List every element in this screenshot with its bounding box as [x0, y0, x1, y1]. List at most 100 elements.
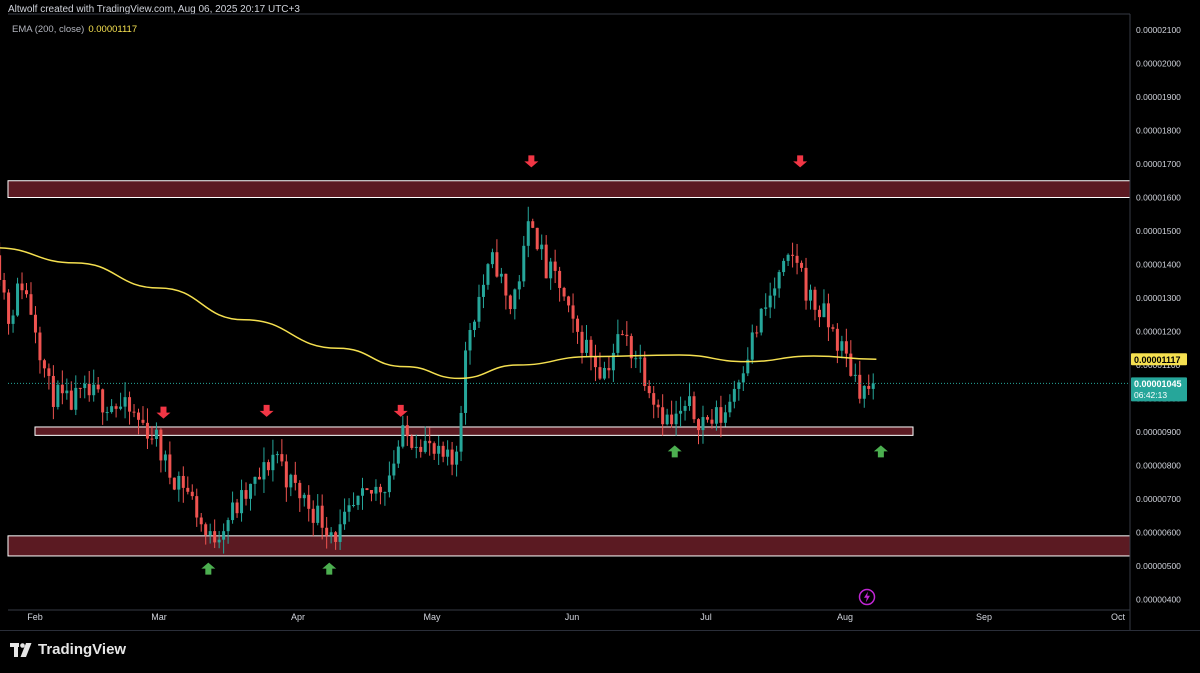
price-axis-label: 0.00000800: [1136, 461, 1181, 471]
candle-body: [325, 527, 329, 536]
date-axis-label: Jul: [700, 612, 712, 622]
candle-body: [172, 477, 176, 490]
candle-body: [410, 436, 414, 448]
candle-body: [298, 482, 302, 499]
candle-body: [208, 531, 212, 536]
candle-body: [844, 341, 848, 354]
candle-body: [96, 384, 100, 390]
date-axis-label: Oct: [1111, 612, 1126, 622]
date-axis-label: Jun: [565, 612, 580, 622]
candle-body: [535, 227, 539, 250]
candle-body: [522, 245, 526, 282]
candle-body: [826, 303, 830, 328]
candle-body: [593, 356, 597, 368]
date-axis-label: Sep: [976, 612, 992, 622]
candle-body: [647, 386, 651, 394]
ema-200-line[interactable]: [0, 247, 877, 380]
candle-body: [56, 384, 60, 407]
candle-body: [562, 287, 566, 297]
candle-body: [634, 358, 638, 360]
candle-body: [719, 407, 723, 423]
candle-body: [311, 508, 315, 523]
candle-body: [87, 383, 91, 396]
candle-body: [392, 463, 396, 476]
candle-body: [867, 385, 871, 389]
date-axis-label: Apr: [291, 612, 305, 622]
candle-body: [567, 296, 571, 306]
candle-body: [51, 375, 55, 407]
candle-body: [329, 532, 333, 536]
candle-body: [490, 252, 494, 265]
candle-body: [576, 318, 580, 332]
arrow-up-icon: [667, 445, 682, 458]
candle-body: [132, 411, 136, 413]
candle-body: [249, 483, 253, 499]
tradingview-logo[interactable]: TradingView: [10, 641, 126, 658]
candle-body: [320, 505, 324, 528]
candle-body: [679, 410, 683, 414]
candle-body: [513, 289, 517, 310]
candle-body: [437, 445, 441, 454]
candle-body: [181, 475, 185, 488]
candle-body: [190, 491, 194, 497]
candle-body: [240, 490, 244, 514]
price-axis-label: 0.00001600: [1136, 193, 1181, 203]
candle-body: [92, 384, 96, 396]
arrow-down-icon: [793, 155, 808, 168]
candle-body: [446, 449, 450, 457]
candle-body: [83, 383, 87, 389]
date-axis-label: Mar: [151, 612, 167, 622]
price-axis-label: 0.00000900: [1136, 427, 1181, 437]
candle-body: [652, 393, 656, 405]
candle-body: [352, 504, 356, 506]
candle-body: [11, 315, 15, 324]
lightning-icon[interactable]: [858, 588, 876, 606]
candle-body: [598, 367, 602, 379]
upper-resistance-zone[interactable]: [7, 180, 1131, 198]
candle-body: [486, 264, 490, 285]
candle-body: [0, 255, 2, 280]
candle-body: [419, 446, 423, 452]
footer: TradingView: [0, 630, 1200, 673]
candle-body: [611, 352, 615, 371]
arrow-down-icon: [156, 406, 171, 419]
candle-body: [186, 487, 190, 492]
price-chart[interactable]: 0.00002100 0.00002000 0.00001900 0.00001800…: [0, 0, 1200, 630]
candle-body: [665, 414, 669, 425]
candle-body: [257, 476, 261, 480]
candle-body: [544, 244, 548, 279]
candle-body: [759, 308, 763, 333]
candle-body: [293, 474, 297, 483]
mid-support-zone[interactable]: [34, 426, 914, 436]
price-axis-label: 0.00001200: [1136, 327, 1181, 337]
candle-body: [302, 494, 306, 499]
candle-body: [683, 406, 687, 411]
candle-body: [558, 270, 562, 288]
candle-body: [589, 339, 593, 357]
candle-body: [25, 290, 29, 295]
candle-body: [343, 511, 347, 525]
candle-body: [414, 446, 418, 448]
candle-body: [688, 396, 692, 407]
candle-body: [508, 295, 512, 310]
attribution-text: Altwolf created with TradingView.com, Au…: [8, 4, 300, 15]
price-axis-label: 0.00001300: [1136, 293, 1181, 303]
candle-body: [231, 502, 235, 521]
candle-body: [347, 505, 351, 512]
candle-body: [361, 488, 365, 496]
lower-support-zone[interactable]: [7, 535, 1131, 557]
candle-body: [477, 296, 481, 322]
indicator-legend[interactable]: EMA (200, close) 0.00001117: [12, 24, 137, 35]
candle-body: [199, 517, 203, 525]
candle-body: [163, 454, 167, 461]
candle-body: [47, 368, 51, 376]
candle-body: [307, 494, 311, 509]
candle-body: [280, 454, 284, 462]
candle-body: [137, 412, 141, 420]
candle-body: [141, 419, 145, 423]
candle-body: [728, 401, 732, 413]
arrow-up-icon: [873, 445, 888, 458]
arrow-down-icon: [524, 155, 539, 168]
candle-body: [853, 374, 857, 376]
tradingview-logo-icon: [10, 642, 32, 657]
